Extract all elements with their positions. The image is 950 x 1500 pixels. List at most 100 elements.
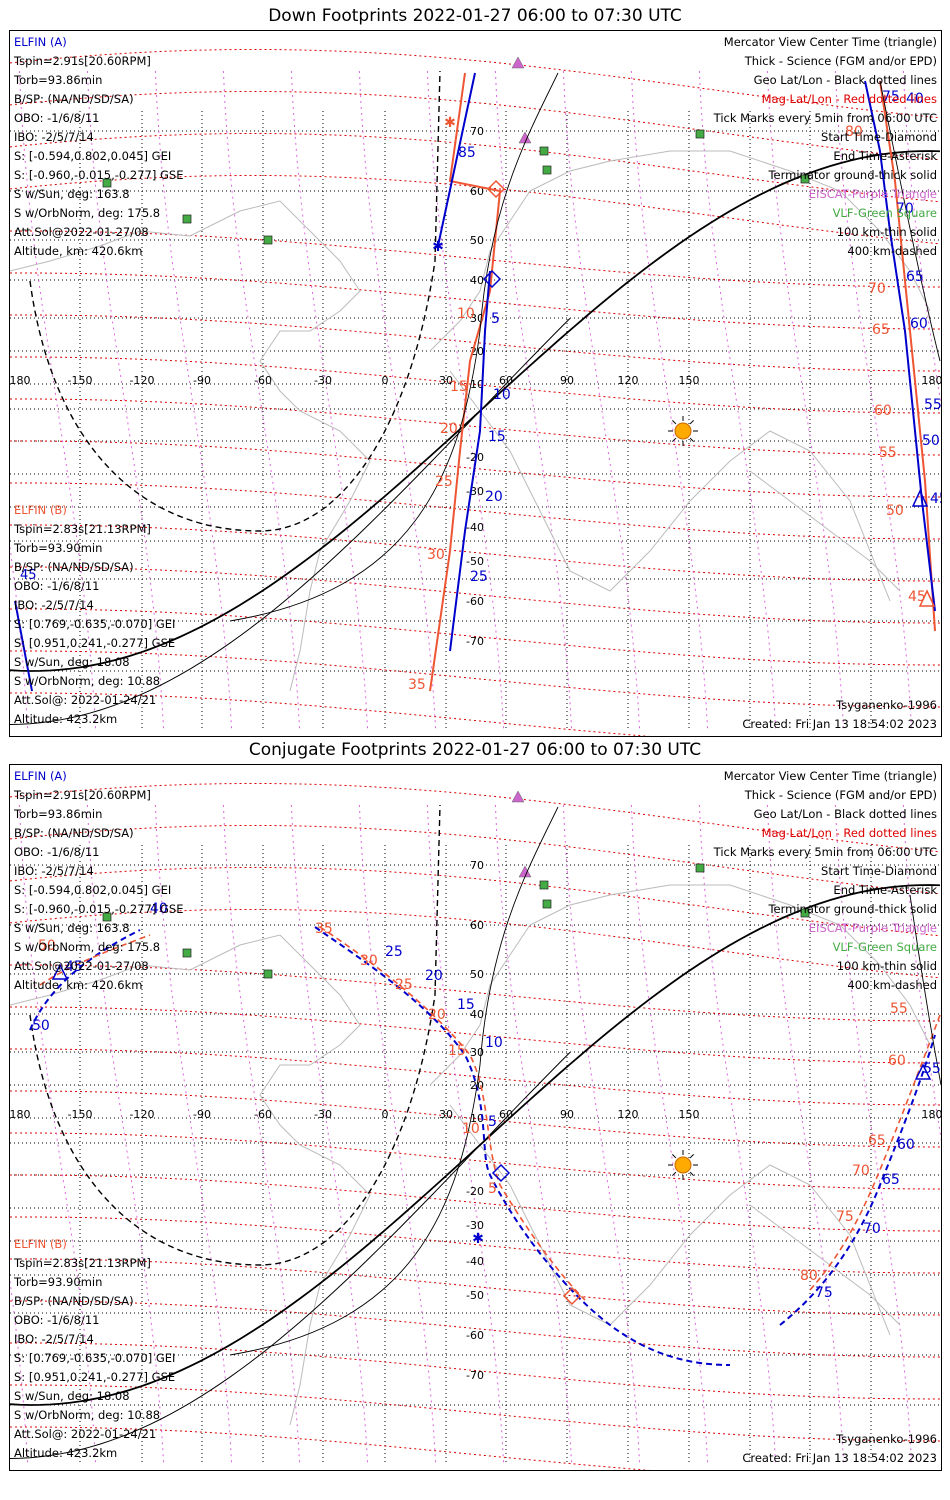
elfin-a-line: Torb=93.86min — [14, 73, 103, 87]
legend-item: 100 km-thin solid — [836, 959, 937, 973]
mag-latitude-line — [10, 608, 941, 666]
elfin-b-line: Att.Sol@: 2022-01-24/21 — [14, 693, 157, 707]
sun-ray — [672, 1171, 677, 1176]
mag-longitude-line — [630, 70, 709, 732]
sun-ray — [689, 437, 694, 442]
elfin-a-tick-label: 65 — [906, 269, 924, 285]
sun-icon — [674, 422, 692, 440]
terminator-100km-line — [10, 318, 571, 725]
elfin-a-track — [779, 1034, 936, 1326]
elfin-a-header: ELFIN (A) — [14, 35, 67, 49]
mag-longitude-line — [494, 804, 573, 1466]
legend-item: Start Time-Diamond — [821, 864, 937, 878]
mag-longitude-line — [222, 70, 301, 732]
elfin-b-line: Torb=93.90min — [14, 1275, 103, 1289]
panel-title-conjugate: Conjugate Footprints 2022-01-27 06:00 to… — [248, 740, 702, 760]
vlf-square-icon — [263, 969, 273, 979]
elfin-b-tick-label: 55 — [890, 1001, 908, 1017]
mag-latitude-line — [10, 1300, 941, 1358]
vlf-square-icon — [102, 178, 112, 188]
elfin-a-line: S: [-0.594,0.802,0.045] GEI — [14, 883, 172, 897]
mag-latitude-line — [10, 1426, 651, 1470]
created-label: Created: Fri Jan 13 18:54:02 2023 — [742, 717, 937, 731]
mag-latitude-line — [10, 1384, 941, 1442]
lat-tick-label: -40 — [466, 1255, 484, 1268]
end-asterisk-icon: ✱ — [444, 115, 456, 131]
mag-latitude-line — [10, 132, 941, 203]
elfin-a-tick-label: 20 — [485, 489, 503, 505]
created-label: Created: Fri Jan 13 18:54:02 2023 — [742, 1451, 937, 1465]
elfin-b-tick-label: 25 — [395, 977, 413, 993]
legend-item: VLF-Green Square — [832, 940, 937, 954]
elfin-b-tick-label: 80 — [800, 1268, 818, 1284]
elfin-a-tick-label: 25 — [385, 944, 403, 960]
sun-ray — [689, 1171, 694, 1176]
lat-tick-label: 10 — [470, 1112, 484, 1125]
end-asterisk-icon: ✱ — [472, 1231, 484, 1247]
elfin-a-line: Att.Sol@2022-01-27/08 — [14, 225, 149, 239]
legend: Mercator View Center Time (triangle) Thi… — [714, 33, 937, 261]
vlf-square-icon — [542, 165, 552, 175]
lon-tick-label: 90 — [560, 1108, 574, 1121]
mag-latitude-line — [10, 356, 941, 414]
legend-item: Terminator ground-thick solid — [768, 902, 937, 916]
mag-latitude-line — [10, 650, 941, 708]
elfin-a-line: S w/OrbNorm, deg: 175.8 — [14, 206, 161, 220]
elfin-b-tick-label: 25 — [435, 474, 453, 490]
eiscat-triangle-icon — [511, 56, 525, 69]
vlf-square-icon — [182, 948, 192, 958]
start-diamond-icon — [482, 269, 502, 289]
orbit-100km-line — [229, 72, 559, 622]
legend-item: Mag Lat/Lon - Red dotted lines — [761, 826, 937, 840]
elfin-a-line: IBO: -2/5/7/14 — [14, 864, 94, 878]
terminator-400km-line — [29, 804, 441, 1266]
vlf-square-icon — [800, 174, 810, 184]
elfin-a-line: S w/Sun, deg: 163.8 — [14, 187, 130, 201]
lon-tick-label: 120 — [618, 1108, 639, 1121]
elfin-a-line: Altitude, km: 420.6km — [14, 978, 143, 992]
model-label: Tsyganenko-1996 — [836, 1432, 937, 1446]
orbit-100km-line — [909, 894, 941, 1086]
mag-latitude-line — [10, 482, 941, 540]
elfin-b-tick-label: 60 — [874, 403, 892, 419]
elfin-b-line: IBO: -2/5/7/14 — [14, 598, 94, 612]
elfin-b-line: B/SP: (NA/ND/SD/SA) — [14, 560, 134, 574]
lat-tick-label: -50 — [466, 1289, 484, 1302]
lon-tick-label: 60 — [499, 374, 513, 387]
vlf-square-icon — [539, 146, 549, 156]
elfin-b-tick-label: 60 — [888, 1053, 906, 1069]
elfin-a-tick-label: 10 — [493, 387, 511, 403]
elfin-a-line: Altitude, km: 420.6km — [14, 244, 143, 258]
start-diamond-icon — [491, 1163, 511, 1183]
center-triangle-icon — [911, 489, 929, 507]
elfin-a-tick-label: 40 — [906, 91, 924, 107]
lat-tick-label: 50 — [470, 234, 484, 247]
vlf-square-icon — [263, 235, 273, 245]
elfin-a-tick-label: 70 — [863, 1221, 881, 1237]
legend-item: Thick - Science (FGM and/or EPD) — [744, 54, 937, 68]
elfin-a-tick-label: 60 — [910, 316, 928, 332]
elfin-a-tick-label: 45 — [20, 568, 37, 583]
lon-tick-label: -60 — [254, 1108, 272, 1121]
elfin-a-line: IBO: -2/5/7/14 — [14, 130, 94, 144]
elfin-b-tick-label: 80 — [845, 124, 863, 140]
legend-item: Geo Lat/Lon - Black dotted lines — [753, 807, 937, 821]
mag-latitude-line — [10, 398, 941, 456]
mag-latitude-line — [10, 692, 651, 736]
model-label: Tsyganenko-1996 — [836, 698, 937, 712]
terminator-400km-line — [29, 70, 441, 532]
elfin-a-info: ELFIN (A) Tspin=2.91s[20.60RPM] Torb=93.… — [14, 767, 183, 995]
lat-tick-label: -30 — [466, 1219, 484, 1232]
elfin-a-line: Tspin=2.91s[20.60RPM] — [14, 54, 151, 68]
elfin-b-line: B/SP: (NA/ND/SD/SA) — [14, 1294, 134, 1308]
elfin-b-track — [39, 926, 586, 1301]
elfin-b-line: S w/OrbNorm, deg: 10.88 — [14, 674, 161, 688]
elfin-b-tick-label: 70 — [868, 281, 886, 297]
elfin-b-info: ELFIN (B) Tspin=2.83s[21.13RPM] Torb=93.… — [14, 501, 175, 729]
lat-tick-label: 10 — [470, 378, 484, 391]
lon-tick-label: 0 — [382, 1108, 389, 1121]
lat-tick-label: -70 — [466, 635, 484, 648]
mag-latitude-line — [10, 1048, 941, 1106]
lat-tick-label: -30 — [466, 485, 484, 498]
panel-title-down: Down Footprints 2022-01-27 06:00 to 07:3… — [268, 6, 682, 26]
